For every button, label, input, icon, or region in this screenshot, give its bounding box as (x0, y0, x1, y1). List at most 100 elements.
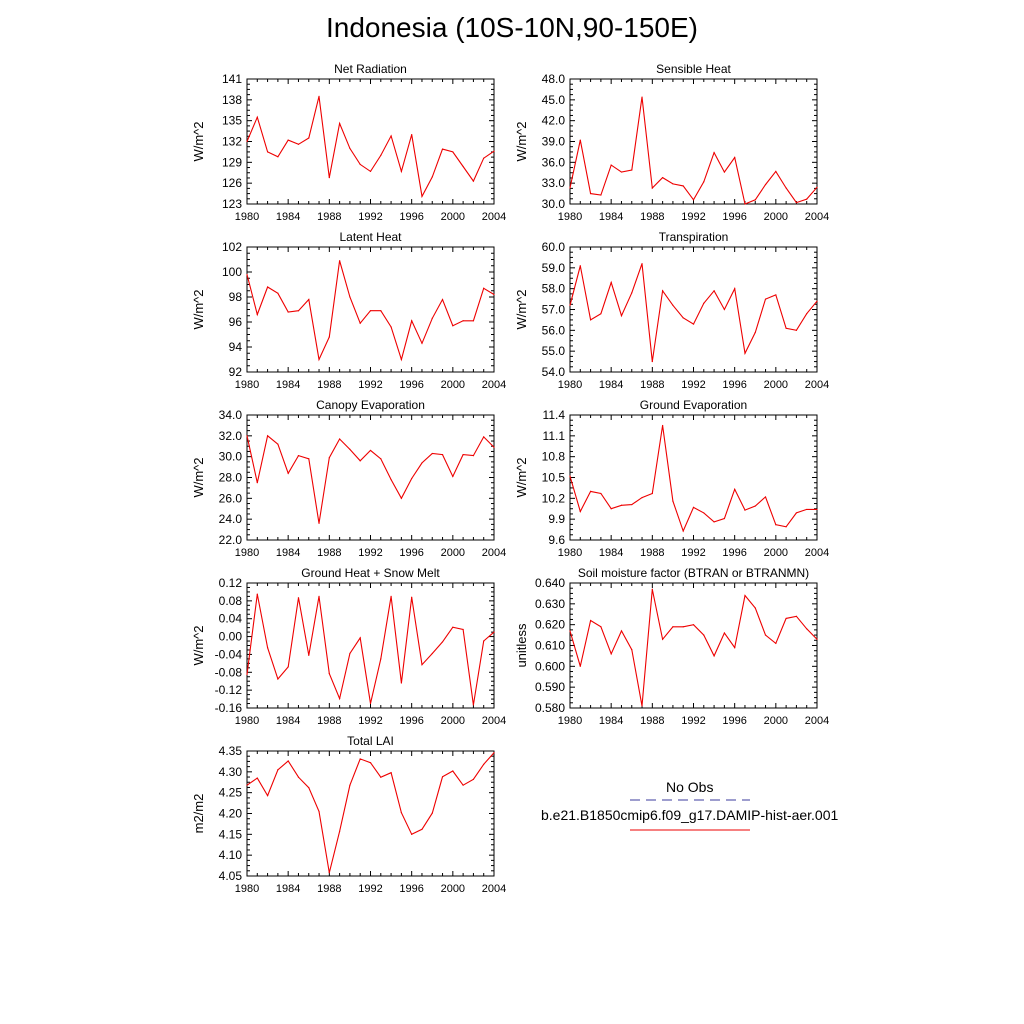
plot-frame (569, 414, 818, 541)
data-point (610, 508, 612, 510)
x-tick-label: 1984 (599, 715, 623, 727)
data-point (806, 508, 808, 511)
data-point (589, 319, 592, 321)
y-axis-label: unitless (514, 623, 529, 668)
panel-title: Net Radiation (334, 62, 407, 76)
data-point (452, 475, 454, 478)
data-point (703, 634, 705, 636)
data-point (483, 763, 485, 765)
x-tick-label: 1980 (558, 211, 582, 223)
data-point (390, 135, 392, 137)
y-tick-label: 34.0 (219, 408, 243, 422)
y-tick-label: 45.0 (542, 93, 566, 107)
y-tick-label: 92 (229, 365, 243, 379)
x-tick-label: 1988 (317, 547, 341, 559)
chart-panel: 1980 1984 1988 1992 1996 2000 2004 54.0 55.0 56.0… (514, 230, 829, 391)
y-tick-label: 0.580 (535, 701, 565, 715)
data-point (662, 177, 664, 179)
data-point (472, 704, 475, 706)
data-point (277, 292, 279, 294)
panel-title: Transpiration (659, 230, 729, 244)
x-tick-label: 1992 (681, 211, 705, 223)
data-point (318, 95, 320, 97)
data-point (369, 702, 372, 705)
data-point (672, 183, 674, 185)
data-point (795, 615, 798, 617)
y-tick-label: 4.10 (219, 848, 243, 862)
data-point (764, 634, 767, 636)
data-point (744, 509, 746, 511)
data-point (441, 298, 444, 301)
legend-swatches (630, 799, 750, 831)
data-point (328, 457, 330, 459)
data-point (380, 310, 382, 312)
x-tick-label: 2004 (805, 379, 829, 391)
data-point (806, 628, 808, 630)
x-tick-label: 1988 (317, 211, 341, 223)
data-point (764, 496, 767, 498)
x-tick-label: 1984 (276, 715, 300, 727)
data-point (256, 777, 258, 779)
data-point (256, 313, 258, 316)
y-tick-label: 102 (222, 240, 242, 254)
data-point (816, 300, 818, 302)
data-point (277, 443, 279, 445)
data-point (452, 151, 454, 153)
x-tick-label: 1980 (235, 211, 259, 223)
data-point (431, 452, 433, 455)
data-point (339, 698, 341, 700)
data-point (734, 288, 736, 290)
data-point (785, 617, 787, 620)
data-point (287, 311, 289, 313)
data-point (277, 156, 279, 158)
y-tick-label: 58.0 (542, 282, 566, 296)
y-tick-label: 94 (229, 340, 243, 354)
data-point (380, 458, 382, 460)
x-tick-label: 1984 (599, 211, 623, 223)
x-tick-label: 1996 (399, 547, 423, 559)
data-point (472, 778, 475, 780)
data-point (339, 122, 341, 125)
data-point (297, 143, 300, 145)
data-point (641, 263, 643, 265)
data-point (754, 607, 756, 609)
data-point (400, 170, 402, 172)
x-tick-label: 2004 (482, 547, 506, 559)
data-point (266, 286, 269, 288)
y-tick-label: 10.5 (542, 471, 566, 485)
y-tick-label: 138 (222, 93, 242, 107)
data-point (318, 358, 320, 361)
data-point (380, 154, 382, 156)
y-tick-label: -0.12 (215, 683, 243, 697)
data-point (631, 292, 633, 294)
data-point (631, 169, 633, 171)
x-tick-label: 1988 (317, 379, 341, 391)
x-tick-label: 1996 (722, 211, 746, 223)
data-point (246, 273, 248, 276)
x-tick-label: 1992 (358, 211, 382, 223)
data-point (339, 438, 341, 440)
data-point (483, 287, 485, 289)
data-point (744, 203, 746, 205)
x-tick-label: 2000 (764, 379, 788, 391)
data-point (266, 151, 269, 153)
data-point (390, 772, 392, 774)
data-point (339, 830, 341, 833)
y-tick-label: 48.0 (542, 72, 566, 86)
data-point (369, 310, 372, 312)
data-point (328, 872, 330, 874)
y-tick-label: 0.00 (219, 630, 243, 644)
data-point (369, 762, 372, 764)
y-axis-label: W/m^2 (514, 457, 529, 497)
data-point (493, 631, 495, 633)
data-line (246, 752, 495, 873)
x-tick-label: 1988 (640, 547, 664, 559)
data-point (764, 298, 767, 300)
data-point (610, 164, 612, 166)
data-point (462, 784, 464, 786)
data-point (349, 147, 351, 150)
data-line (569, 589, 818, 706)
data-point (734, 156, 736, 159)
data-point (785, 327, 787, 329)
y-tick-label: 123 (222, 197, 242, 211)
